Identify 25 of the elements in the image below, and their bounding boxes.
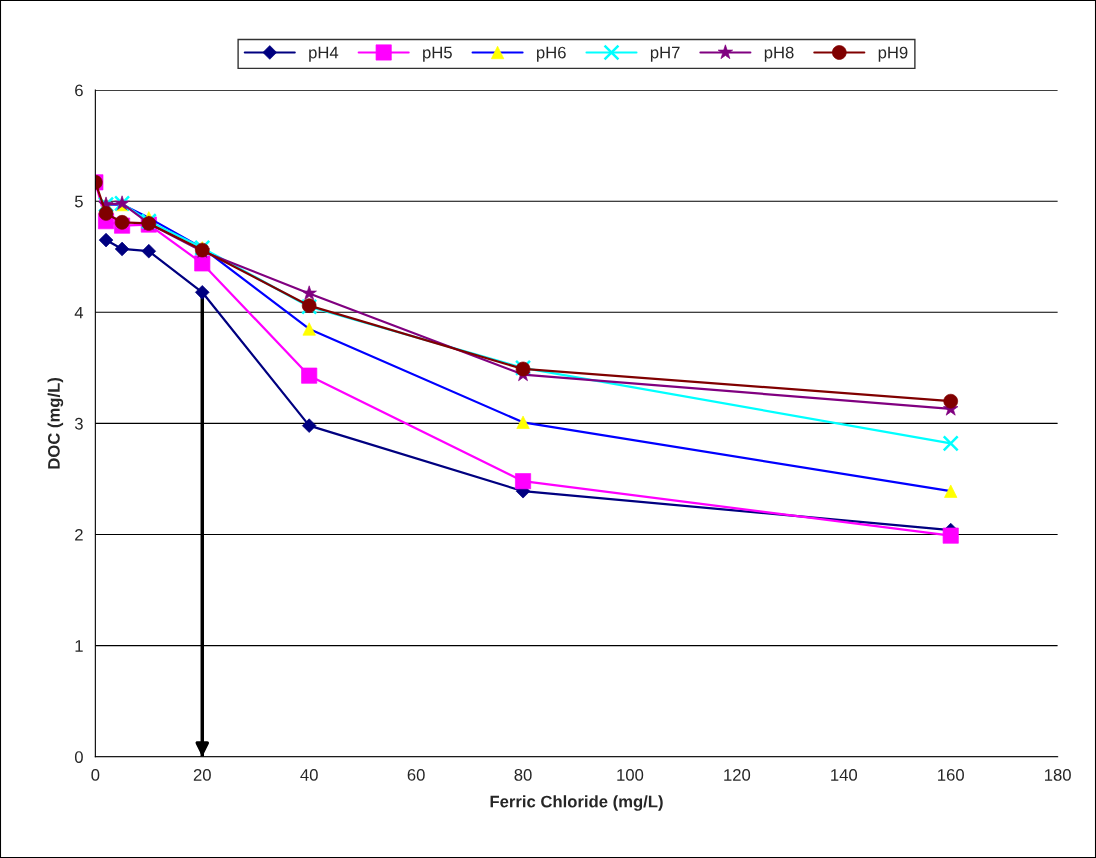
x-tick-label: 60 — [407, 769, 425, 781]
x-tick-label: 180 — [1045, 769, 1071, 781]
legend-label: pH9 — [878, 46, 908, 62]
x-tick-label: 100 — [617, 769, 644, 781]
y-axis-title: DOC (mg/L) — [47, 377, 64, 469]
x-tick-label: 140 — [831, 769, 858, 781]
x-tick-label: 160 — [938, 769, 964, 781]
x-tick-label: 120 — [724, 769, 751, 781]
x-tick-label: 40 — [300, 769, 318, 781]
x-tick-label: 80 — [514, 769, 532, 781]
x-axis-title: Ferric Chloride (mg/L) — [490, 795, 663, 811]
y-tick-label: 6 — [75, 84, 83, 97]
legend-label: pH4 — [309, 46, 339, 62]
y-tick-label: 2 — [75, 528, 83, 541]
y-tick-label: 1 — [75, 640, 83, 652]
legend-label: pH8 — [764, 46, 794, 62]
y-tick-label: 3 — [74, 417, 83, 430]
x-tick-label: 0 — [91, 769, 100, 781]
legend-label: pH7 — [650, 46, 680, 62]
legend-label: pH6 — [537, 46, 566, 62]
legend-label: pH5 — [423, 46, 452, 62]
y-tick-label: 0 — [74, 751, 83, 763]
y-tick-label: 5 — [74, 195, 83, 208]
y-tick-label: 4 — [74, 306, 84, 319]
x-tick-label: 20 — [193, 769, 211, 781]
